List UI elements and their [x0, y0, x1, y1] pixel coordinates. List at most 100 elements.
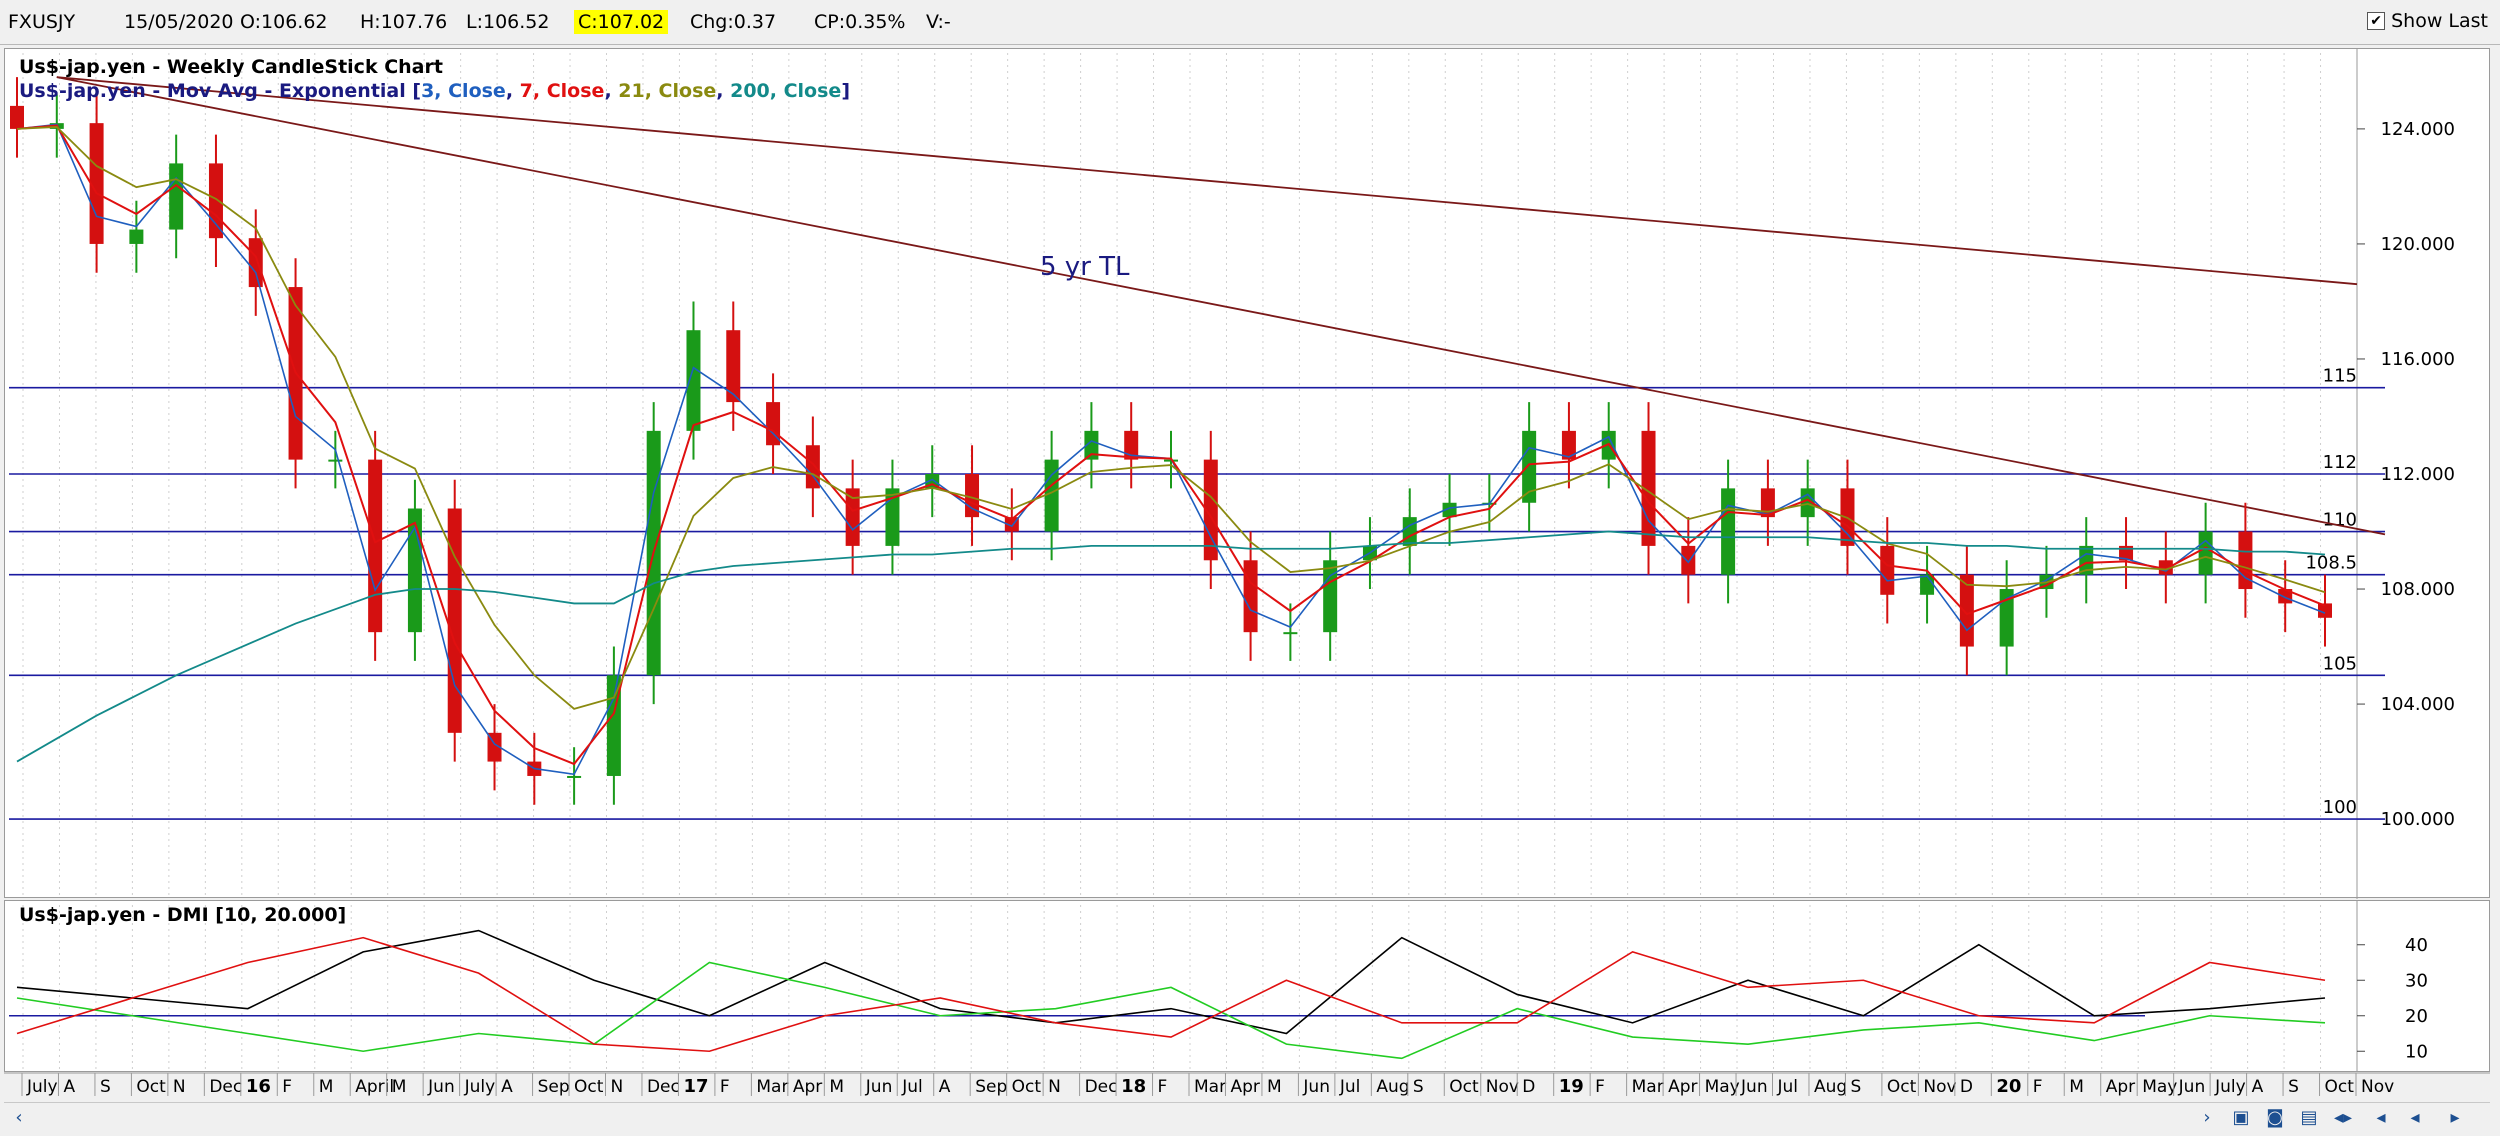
time-axis-label: F [1595, 1077, 1605, 1097]
dmi-chart-panel[interactable]: 40 30 20 10 Us$-jap.yen - DMI [10, 20.000] [4, 900, 2491, 1073]
volume-value: V:- [926, 11, 951, 33]
time-axis-label: Mar [1194, 1077, 1226, 1097]
time-axis-label: Jul [1777, 1077, 1799, 1097]
pan-right-icon[interactable]: ▸ [2450, 1107, 2460, 1128]
ma-legend-suffix: ] [841, 80, 850, 102]
price-chart-panel[interactable]: 124.000 120.000 116.000 112.000 108.000 104.0… [4, 48, 2491, 899]
ma-legend-item: 7, Close [520, 80, 605, 102]
time-axis-label: Jun [1740, 1077, 1768, 1097]
time-axis-label: M [392, 1077, 407, 1097]
chart-scrollbar[interactable]: ‹ › ▣ ◙ ▤ ◂▸ ◂ ◂ ▸ [4, 1102, 2490, 1135]
time-axis-label: N [611, 1077, 624, 1097]
candle-body [2318, 603, 2332, 618]
time-axis-label: Mar [756, 1077, 788, 1097]
time-axis-label: Nov [1923, 1077, 1956, 1097]
time-axis-label: Oct [1449, 1077, 1479, 1097]
candle-body [1044, 459, 1059, 532]
y-tick-label: 100.000 [2381, 809, 2455, 830]
time-axis-label: Jun [865, 1077, 893, 1097]
ma-legend-item: 21, Close [618, 80, 716, 102]
checkbox-checked-icon[interactable]: ✔ [2367, 12, 2386, 30]
time-axis-label: Apr [793, 1077, 822, 1097]
candle-body [1920, 574, 1935, 595]
candle-body [1641, 430, 1656, 546]
pan-left-icon[interactable]: ◂ [2410, 1107, 2420, 1128]
scroll-left-icon[interactable]: ‹ [15, 1107, 23, 1128]
time-axis-label: Aug [1814, 1077, 1847, 1097]
candle-body [885, 488, 900, 546]
candle-body [1959, 574, 1974, 647]
time-axis-label: F [282, 1077, 292, 1097]
time-axis-label: Oct [2325, 1077, 2355, 1097]
show-last-toggle[interactable]: ✔ Show Last [2367, 10, 2488, 32]
zoom-in-icon[interactable]: ▣ [2232, 1107, 2250, 1128]
time-axis-label: Jul [1339, 1077, 1361, 1097]
pan-both-icon[interactable]: ◂▸ [2333, 1107, 2353, 1128]
time-axis-label: 19 [1559, 1076, 1584, 1097]
time-axis-label: F [1158, 1077, 1168, 1097]
ma-legend-item: 200, Close [730, 80, 841, 102]
y-tick-label: 112.000 [2381, 464, 2455, 485]
candle-body [1084, 430, 1099, 460]
time-axis-label: M [829, 1077, 844, 1097]
time-axis-label: July [2214, 1077, 2246, 1097]
pan-start-icon[interactable]: ◂ [2376, 1107, 2386, 1128]
candle-body [169, 163, 184, 230]
time-axis-label: N [173, 1077, 186, 1097]
fit-chart-icon[interactable]: ▤ [2300, 1107, 2318, 1128]
ma-legend-prefix: Us$-jap.yen - Mov Avg - Exponential [ [19, 80, 421, 102]
dmi-y-tick-label: 20 [2405, 1006, 2428, 1027]
high-value: H:107.76 [360, 11, 448, 33]
time-axis-label: April [355, 1077, 394, 1097]
dmi-chart[interactable]: 40 30 20 10 Us$-jap.yen - DMI [10, 20.000] [5, 901, 2491, 1073]
ma-legend-item: , [716, 80, 730, 102]
plus-di-line [16, 961, 2326, 1060]
candle-body [208, 163, 223, 239]
candle-body [2079, 545, 2094, 575]
time-axis-label: M [1267, 1077, 1282, 1097]
ma-7-line [16, 124, 2326, 766]
candle-body [1124, 430, 1139, 460]
support-resistance-label: 105 [2323, 653, 2357, 674]
time-axis-label: 17 [683, 1076, 708, 1097]
ma-legend-item: 3, Close [421, 80, 506, 102]
candle-body [1283, 632, 1298, 635]
close-value: C:107.02 [574, 10, 669, 34]
time-axis-label: M [2069, 1077, 2084, 1097]
time-axis-label: Jun [427, 1077, 455, 1097]
time-axis-label: 18 [1121, 1076, 1146, 1097]
candle-body [1760, 488, 1775, 518]
time-axis-label: Apr [1230, 1077, 1259, 1097]
time-axis-label: Oct [1012, 1077, 1042, 1097]
dmi-y-tick-label: 30 [2405, 970, 2428, 991]
candle-body [1999, 589, 2014, 647]
time-axis-label: Sep [538, 1077, 570, 1097]
candle-body [2158, 560, 2173, 575]
time-axis-label: Jul [901, 1077, 923, 1097]
y-tick-label: 108.000 [2381, 579, 2455, 600]
time-axis-label: May [1705, 1077, 1740, 1097]
time-axis-label: Apr [2106, 1077, 2135, 1097]
time-axis-label: Sep [975, 1077, 1007, 1097]
time-axis-label: July [464, 1077, 496, 1097]
date-label: 15/05/2020 [124, 11, 234, 33]
zoom-out-icon[interactable]: ◙ [2266, 1107, 2284, 1128]
scroll-right-icon[interactable]: › [2203, 1107, 2211, 1128]
time-axis-label: N [1048, 1077, 1061, 1097]
time-axis-label: Oct [574, 1077, 604, 1097]
candle-body [1561, 430, 1576, 460]
time-axis-label: May [2142, 1077, 2177, 1097]
candle-body [845, 488, 860, 546]
time-axis-label: Apr [1668, 1077, 1697, 1097]
time-axis-label: S [100, 1077, 111, 1097]
candle-body [89, 123, 104, 244]
support-resistance-label: 110 [2323, 510, 2357, 531]
low-value: L:106.52 [466, 11, 550, 33]
time-axis-label: A [939, 1077, 951, 1097]
time-axis-label: S [1850, 1077, 1861, 1097]
candle-body [129, 229, 144, 244]
adx-line [16, 929, 2326, 1035]
time-axis-label: July [26, 1077, 58, 1097]
price-chart[interactable]: 124.000 120.000 116.000 112.000 108.000 104.0… [5, 49, 2491, 899]
